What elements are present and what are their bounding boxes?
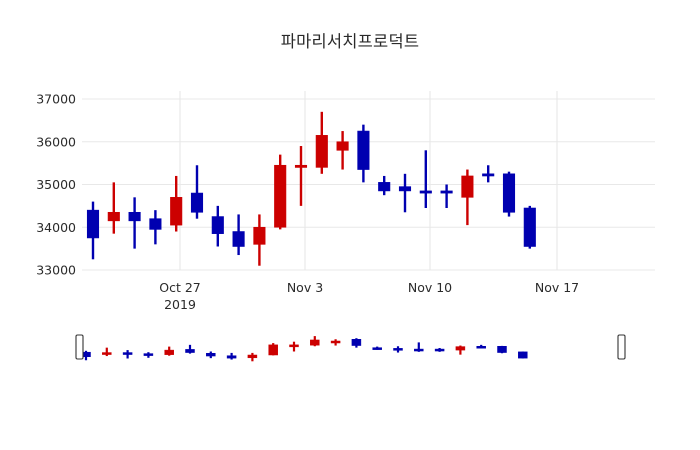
svg-text:36000: 36000 — [36, 134, 76, 149]
x-axis-ticks: Oct 27 Nov 3 Nov 10 Nov 17 2019 — [159, 280, 579, 312]
candlestick[interactable] — [253, 214, 266, 266]
rangeslider-candlestick[interactable] — [206, 351, 216, 359]
svg-text:37000: 37000 — [36, 92, 76, 107]
rangeslider-candlestick[interactable] — [497, 345, 507, 354]
candlestick[interactable] — [128, 197, 141, 249]
rangeslider-candlestick[interactable] — [330, 339, 341, 346]
candlestick[interactable] — [398, 173, 412, 213]
rangeslider-right-handle[interactable] — [617, 334, 626, 360]
candlestick[interactable] — [86, 201, 100, 260]
candlestick[interactable] — [274, 154, 287, 230]
svg-text:Oct 27: Oct 27 — [159, 280, 201, 295]
rangeslider-candlestick[interactable] — [414, 342, 424, 352]
rangeslider-candlestick[interactable] — [226, 352, 237, 360]
candlestick[interactable] — [523, 205, 536, 249]
rangeslider-candlestick[interactable] — [476, 344, 486, 349]
candlestick[interactable] — [294, 146, 308, 206]
rangeslider-candlestick[interactable] — [122, 350, 133, 359]
rangeslider-candlestick[interactable] — [268, 343, 278, 356]
rangeslider-left-handle[interactable] — [75, 334, 84, 360]
candlestick[interactable] — [357, 124, 370, 183]
rangeslider-candlestick-series[interactable] — [81, 336, 528, 362]
rangeslider-candlestick[interactable] — [102, 347, 112, 357]
rangeslider-candlestick[interactable] — [143, 352, 154, 358]
svg-text:34000: 34000 — [36, 220, 76, 235]
svg-text:Nov 17: Nov 17 — [535, 280, 579, 295]
candlestick-series[interactable] — [86, 111, 536, 266]
rangeslider-candlestick[interactable] — [518, 351, 528, 359]
rangeslider-candlestick[interactable] — [310, 336, 320, 347]
candlestick[interactable] — [190, 165, 204, 219]
rangeslider-candlestick[interactable] — [372, 346, 382, 350]
svg-text:35000: 35000 — [36, 177, 76, 192]
candlestick[interactable] — [502, 171, 516, 217]
rangeslider-candlestick[interactable] — [393, 346, 403, 353]
svg-text:Nov 10: Nov 10 — [408, 280, 452, 295]
candlestick[interactable] — [149, 210, 162, 245]
chart-title: 파마리서치프로덕트 — [280, 32, 420, 51]
rangeslider-candlestick[interactable] — [455, 345, 466, 355]
candlestick[interactable] — [211, 205, 224, 247]
svg-text:Nov 3: Nov 3 — [287, 280, 323, 295]
candlestick[interactable] — [170, 175, 183, 232]
candlestick[interactable] — [107, 182, 120, 234]
candlestick[interactable] — [482, 165, 495, 183]
candlestick[interactable] — [461, 169, 474, 226]
candlestick[interactable] — [232, 214, 245, 256]
svg-text:2019: 2019 — [164, 297, 196, 312]
rangeslider-candlestick[interactable] — [185, 344, 195, 354]
rangeslider-candlestick[interactable] — [351, 338, 362, 348]
rangeslider-handles[interactable] — [75, 334, 626, 360]
candlestick[interactable] — [440, 184, 453, 209]
grid-lines — [82, 91, 655, 271]
rangeslider-candlestick[interactable] — [434, 348, 445, 352]
candlestick[interactable] — [336, 131, 349, 170]
candlestick[interactable] — [419, 150, 432, 209]
rangeslider-candlestick[interactable] — [164, 346, 174, 356]
svg-text:33000: 33000 — [36, 263, 76, 278]
candlestick[interactable] — [315, 111, 328, 174]
rangeslider-candlestick[interactable] — [247, 352, 258, 362]
y-axis-ticks: 33000 34000 35000 36000 37000 — [36, 92, 76, 278]
rangeslider-candlestick[interactable] — [289, 341, 299, 352]
candlestick[interactable] — [378, 175, 391, 196]
